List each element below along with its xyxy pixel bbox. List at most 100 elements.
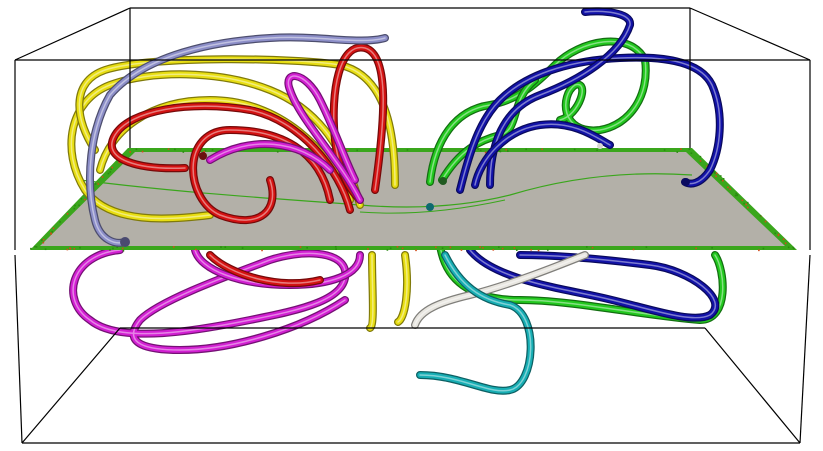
yellow-line-lower-a-body [367, 252, 376, 331]
plane-speckle [203, 150, 206, 153]
plane-speckle [546, 249, 549, 251]
plane-speckle [80, 198, 83, 200]
plane-speckle [699, 160, 702, 162]
plane-speckle [513, 247, 516, 249]
plane-speckle [42, 241, 45, 244]
blue-loop-upper-c-body [472, 121, 613, 188]
plane-speckle [505, 148, 508, 151]
plane-speckle [116, 246, 119, 249]
yellow-line-lower-b-highlight [397, 254, 408, 323]
plane-speckle [787, 246, 790, 249]
plane-speckle [720, 179, 723, 181]
plane-surface [40, 152, 785, 246]
plane-speckle [793, 247, 795, 250]
plane-speckle [396, 246, 399, 248]
blue-loop-lower-right-body [467, 247, 719, 321]
plane-speckle [101, 176, 104, 178]
plane-speckle [97, 183, 100, 185]
plane-speckle [122, 249, 125, 252]
plane-speckle [460, 249, 463, 251]
box-edge [14, 7, 131, 61]
plane-speckle [632, 248, 635, 251]
plane-speckle [276, 150, 279, 153]
magenta-loop-upper-body [285, 73, 363, 203]
footpoint-sphere [439, 177, 447, 185]
plane-speckle [121, 247, 124, 250]
plane-speckle [44, 248, 47, 251]
plane-speckle [118, 161, 120, 164]
plane-speckle [782, 238, 785, 241]
plane-speckle [335, 248, 337, 250]
cyan-line-lower-body [417, 252, 534, 394]
plane-speckle [51, 231, 54, 233]
plane-speckle [743, 202, 745, 205]
plane-speckle [195, 248, 197, 251]
plane-speckle [386, 249, 389, 251]
plane-speckle [530, 249, 532, 251]
plane-speckle [34, 245, 36, 248]
magenta-loop-upper-highlight [287, 75, 361, 201]
plane-speckle [792, 246, 794, 249]
box-edge [704, 327, 801, 444]
plane-speckle [497, 246, 500, 248]
plane-speckle [645, 246, 648, 248]
plane-speckle [306, 246, 308, 249]
plane-speckle [78, 204, 80, 207]
blue-loop-upper-c-highlight [474, 123, 611, 186]
plane-speckle [663, 149, 666, 151]
footpoint-sphere [199, 152, 207, 160]
plane-speckle [745, 203, 748, 206]
plane-speckle [506, 150, 509, 152]
box-edge [689, 7, 811, 61]
plane-speckle [42, 238, 45, 241]
plane-speckle [501, 247, 504, 250]
plane-speckle [129, 150, 131, 153]
plane-speckle [346, 149, 349, 151]
plane-speckle [389, 247, 392, 250]
plane-speckle [715, 172, 718, 175]
plane-speckle [479, 149, 482, 152]
plane-speckle [441, 247, 444, 249]
plane-speckle [174, 148, 176, 151]
footpoint-sphere [597, 143, 603, 149]
plane-speckle [715, 175, 717, 178]
footpoint-sphere [682, 178, 690, 186]
plane-speckle [735, 192, 737, 195]
plane-speckle [537, 249, 540, 252]
yellow-loop-upper-a-body [68, 71, 363, 222]
plane-speckle [35, 246, 38, 248]
plane-speckle [66, 212, 69, 215]
cyan-line-lower-highlight [419, 254, 532, 392]
plane-speckle [479, 246, 481, 248]
plane-speckle [729, 188, 731, 191]
yellow-line-lower-a-highlight [369, 254, 374, 329]
plane-speckle [758, 249, 760, 252]
plane-speckle [66, 248, 69, 251]
plane-speckle [79, 246, 81, 249]
plane-speckle [727, 186, 729, 189]
plane-speckle [110, 168, 112, 171]
plane-speckle [706, 165, 709, 167]
plane-speckle [167, 148, 170, 150]
plane-speckle [111, 166, 113, 169]
plane-speckle [50, 232, 52, 234]
plane-speckle [224, 246, 227, 248]
lavender-line-body [87, 34, 388, 246]
plane-speckle [406, 149, 409, 151]
blue-loop-upper-a-highlight [459, 56, 721, 191]
magenta-line-upper-b-body [207, 141, 333, 173]
plane-speckle [109, 171, 112, 173]
plane-speckle [714, 172, 716, 174]
plane-speckle [774, 232, 777, 235]
plane-speckle [591, 246, 594, 249]
plane-speckle [477, 148, 480, 150]
box-edge [21, 327, 121, 444]
plane-speckle [722, 178, 725, 180]
plane-speckle [40, 239, 43, 241]
yellow-line-lower-b-body [395, 252, 410, 325]
plane-speckle [573, 148, 576, 151]
box-edge [14, 254, 23, 444]
plane-contour-line [79, 173, 693, 208]
plane-speckle [777, 234, 780, 237]
